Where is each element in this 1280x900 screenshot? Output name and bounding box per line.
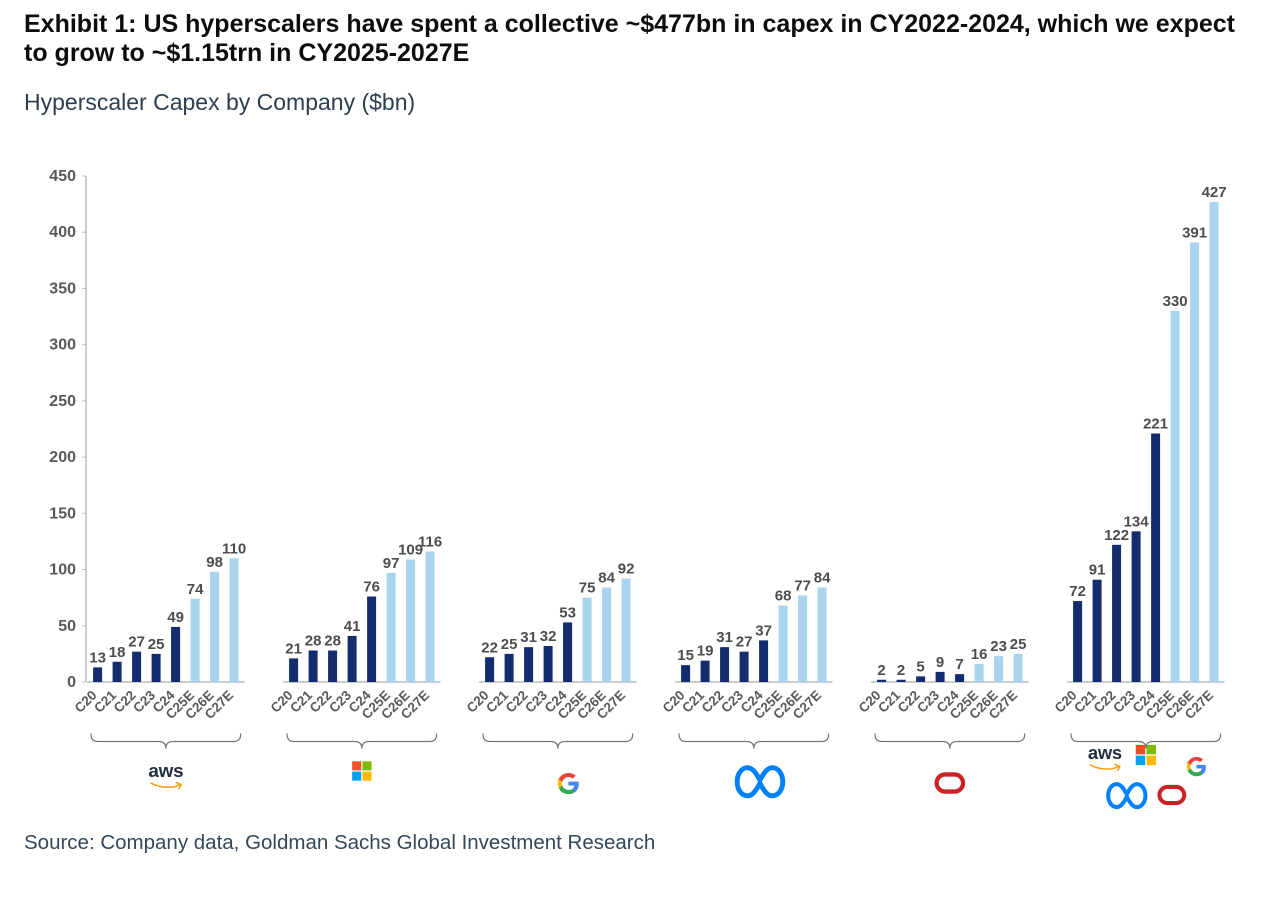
svg-text:aws: aws	[1088, 742, 1122, 763]
svg-text:aws: aws	[148, 760, 183, 781]
